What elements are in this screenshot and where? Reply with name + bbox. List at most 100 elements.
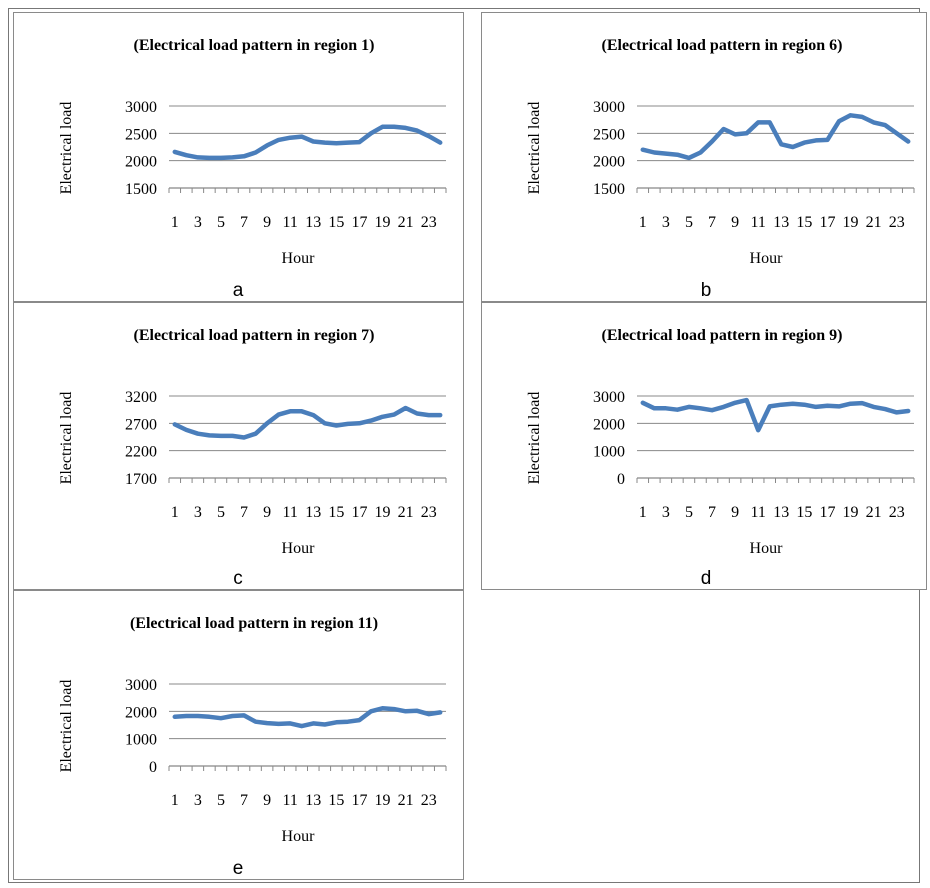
data-point: [254, 720, 258, 724]
data-point: [265, 421, 269, 425]
x-tick-label: 17: [819, 504, 835, 521]
y-axis-label: Electrical load: [526, 102, 543, 195]
x-tick-label: 23: [421, 214, 437, 231]
data-point: [687, 405, 691, 409]
data-point: [768, 120, 772, 124]
data-point: [323, 421, 327, 425]
x-tick-label: 3: [662, 504, 670, 521]
data-point: [652, 406, 656, 410]
data-point: [300, 409, 304, 413]
x-tick-label: 21: [866, 504, 882, 521]
y-axis-label: Electrical load: [58, 102, 75, 195]
data-point: [883, 123, 887, 127]
x-tick-label: 19: [843, 214, 859, 231]
x-axis-label: Hour: [282, 250, 316, 267]
data-point: [300, 724, 304, 728]
series-line: [172, 706, 443, 729]
x-tick-label: 11: [750, 504, 765, 521]
x-tick-label: 11: [282, 214, 297, 231]
x-axis-label: Hour: [750, 250, 784, 267]
x-tick-label: 9: [731, 214, 739, 231]
x-tick-label: 1: [171, 214, 179, 231]
x-tick-label: 11: [282, 792, 297, 809]
data-point: [710, 140, 714, 144]
data-point: [675, 408, 679, 412]
x-tick-label: 15: [796, 504, 812, 521]
x-tick-label: 13: [305, 214, 321, 231]
data-point: [346, 141, 350, 145]
data-point: [265, 721, 269, 725]
data-point: [802, 141, 806, 145]
data-point: [173, 150, 177, 154]
data-point: [254, 432, 258, 436]
x-tick-label: 7: [240, 504, 248, 521]
data-point: [254, 150, 258, 154]
data-point: [906, 140, 910, 144]
x-tick-label: 17: [819, 214, 835, 231]
data-point: [722, 405, 726, 409]
data-point: [415, 709, 419, 713]
x-tick-label: 7: [240, 792, 248, 809]
data-point: [698, 406, 702, 410]
data-point: [230, 714, 234, 718]
data-point: [381, 415, 385, 419]
data-point: [230, 155, 234, 159]
data-point: [722, 127, 726, 131]
data-point: [357, 421, 361, 425]
data-point: [288, 136, 292, 140]
x-tick-label: 19: [375, 214, 391, 231]
data-point: [346, 422, 350, 426]
x-tick-label: 7: [708, 214, 716, 231]
panel-letter: b: [701, 280, 712, 300]
y-tick-label: 3000: [125, 99, 157, 116]
x-tick-label: 15: [328, 214, 344, 231]
data-point: [438, 710, 442, 714]
x-tick-label: 15: [328, 504, 344, 521]
data-point: [756, 120, 760, 124]
x-tick-label: 15: [796, 214, 812, 231]
y-axis-label: Electrical load: [58, 680, 75, 773]
y-tick-label: 3000: [593, 389, 625, 406]
x-tick-label: 13: [305, 792, 321, 809]
data-point: [404, 709, 408, 713]
x-tick-label: 17: [351, 214, 367, 231]
x-tick-label: 19: [375, 792, 391, 809]
data-point: [288, 409, 292, 413]
data-point: [733, 132, 737, 136]
y-tick-label: 2200: [125, 444, 157, 461]
data-point: [652, 150, 656, 154]
x-tick-label: 13: [773, 504, 789, 521]
data-point: [895, 131, 899, 135]
data-point: [184, 153, 188, 157]
x-tick-label: 21: [398, 504, 414, 521]
data-point: [687, 156, 691, 160]
data-point: [184, 714, 188, 718]
data-point: [860, 401, 864, 405]
data-point: [837, 119, 841, 123]
x-tick-label: 1: [639, 504, 647, 521]
y-tick-label: 0: [149, 759, 157, 776]
series-line: [172, 405, 443, 440]
data-point: [242, 436, 246, 440]
data-point: [369, 419, 373, 423]
y-tick-label: 2000: [125, 704, 157, 721]
data-point: [277, 722, 281, 726]
x-tick-label: 13: [305, 504, 321, 521]
data-point: [791, 145, 795, 149]
line-chart-d: (Electrical load pattern in region 9) 0 10…: [526, 327, 915, 589]
data-point: [334, 424, 338, 428]
x-tick-label: 21: [866, 214, 882, 231]
data-point: [895, 410, 899, 414]
y-tick-label: 2700: [125, 416, 157, 433]
y-tick-label: 1500: [593, 181, 625, 198]
data-point: [265, 143, 269, 147]
y-tick-label: 1700: [125, 471, 157, 488]
chart-title: (Electrical load pattern in region 6): [602, 37, 843, 54]
data-point: [230, 434, 234, 438]
chart-title: (Electrical load pattern in region 9): [602, 327, 843, 344]
data-point: [323, 722, 327, 726]
data-point: [779, 142, 783, 146]
data-point: [219, 716, 223, 720]
data-point: [277, 413, 281, 417]
